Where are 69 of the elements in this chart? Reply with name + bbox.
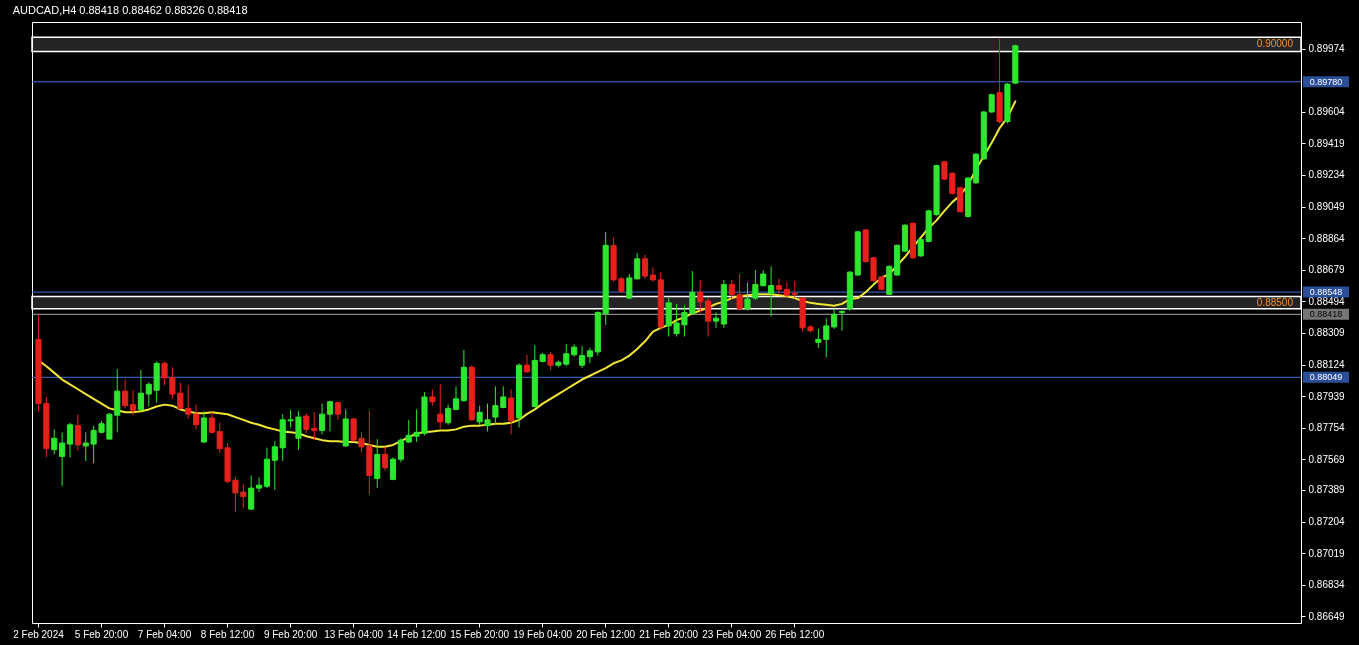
y-tick-label: 0.87939: [1308, 390, 1346, 402]
candlestick: [586, 347, 593, 364]
candlestick: [768, 265, 775, 317]
candlestick: [578, 345, 586, 369]
candlestick: [59, 431, 66, 487]
candlestick: [374, 438, 381, 489]
y-tick-label: 0.89419: [1308, 137, 1346, 149]
candlestick: [649, 266, 657, 283]
x-tick-label: 23 Feb 04:00: [702, 628, 762, 640]
candlestick: [508, 388, 515, 435]
y-tick-label: 0.88494: [1308, 295, 1346, 307]
ref-line-label: 0.89780: [1309, 76, 1343, 87]
candlestick: [122, 379, 129, 409]
y-tick-label: 0.89234: [1308, 169, 1346, 181]
ref-line-label: 0.88049: [1309, 372, 1343, 383]
candlestick: [319, 403, 326, 435]
ref-line-label: 0.88548: [1309, 287, 1343, 298]
candlestick: [129, 389, 137, 416]
candlestick: [382, 446, 389, 472]
x-tick-label: 19 Feb 04:00: [513, 628, 573, 640]
band-label: 0.88500: [1256, 296, 1294, 308]
ref-line-label: 0.88418: [1309, 309, 1343, 320]
candlestick: [256, 476, 263, 493]
x-tick-label: 20 Feb 12:00: [576, 628, 636, 640]
candlestick: [775, 278, 783, 295]
chart-title: AUDCAD,H4 0.88418 0.88462 0.88326 0.88418: [12, 4, 248, 16]
candlestick: [712, 311, 720, 329]
candlestick: [66, 422, 74, 458]
y-tick-label: 0.88124: [1308, 359, 1346, 370]
candlestick: [326, 400, 334, 432]
x-tick-label: 7 Feb 04:00: [137, 628, 192, 640]
candlestick: [445, 404, 452, 426]
y-tick-label: 0.86649: [1308, 610, 1346, 622]
candlestick: [783, 281, 790, 298]
y-tick-label: 0.89974: [1308, 43, 1346, 55]
candlestick: [642, 254, 649, 280]
x-tick-label: 8 Feb 12:00: [200, 628, 255, 640]
y-tick-label: 0.87569: [1308, 453, 1346, 465]
candlestick: [397, 437, 404, 463]
candlestick: [74, 413, 81, 452]
x-tick-label: 26 Feb 12:00: [765, 628, 825, 640]
y-tick-label: 0.88679: [1308, 264, 1346, 276]
y-tick-label: 0.89049: [1308, 201, 1346, 213]
y-tick-label: 0.89604: [1308, 106, 1346, 118]
candlestick: [547, 351, 554, 371]
y-tick-label: 0.87389: [1308, 484, 1346, 496]
y-tick-label: 0.86834: [1308, 579, 1346, 591]
candlestick: [831, 308, 838, 330]
candlestick: [51, 428, 58, 455]
band-label: 0.90000: [1256, 38, 1294, 50]
y-tick-label: 0.88309: [1308, 327, 1346, 339]
candlestick: [437, 383, 444, 430]
candlestick: [137, 369, 144, 412]
y-tick-label: 0.87204: [1308, 516, 1346, 528]
x-tick-label: 21 Feb 20:00: [639, 628, 699, 640]
candlestick: [248, 474, 255, 511]
x-tick-label: 14 Feb 12:00: [387, 628, 447, 640]
x-tick-label: 2 Feb 2024: [13, 628, 65, 640]
x-tick-label: 5 Feb 20:00: [74, 628, 129, 640]
candlestick: [705, 297, 712, 337]
y-tick-label: 0.87754: [1308, 422, 1346, 434]
x-tick-label: 15 Feb 20:00: [450, 628, 510, 640]
y-tick-label: 0.87019: [1308, 547, 1346, 559]
y-tick-label: 0.88864: [1308, 232, 1346, 244]
candlestick: [192, 404, 200, 430]
x-tick-label: 13 Feb 04:00: [324, 628, 384, 640]
x-tick-label: 9 Feb 20:00: [263, 628, 318, 640]
candlestick: [697, 279, 704, 314]
candlestick: [523, 354, 530, 374]
